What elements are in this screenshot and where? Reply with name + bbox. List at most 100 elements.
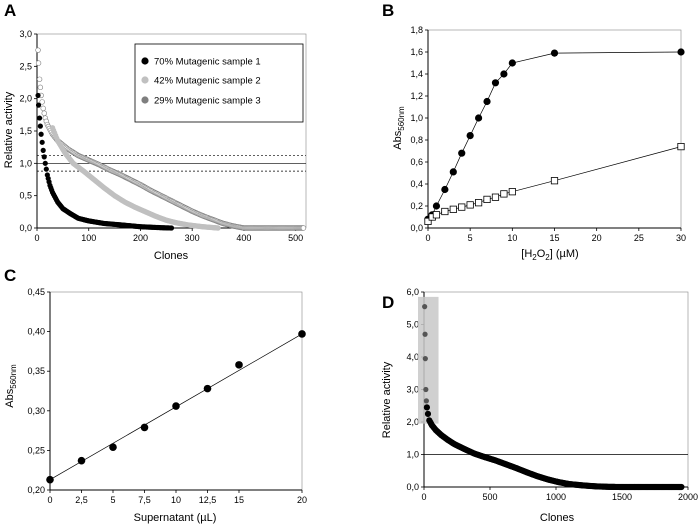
panel-d-chart: Relative activity Clones 0 500 1000 1500 200… — [381, 287, 698, 524]
panel-a-chart: Relative activity Clones 0 100 200 300 400 50… — [3, 29, 307, 262]
panel-c-y-tick-label: 0,25 — [27, 445, 45, 455]
panel-a-y-tick-label: 3,0 — [19, 29, 32, 39]
panel-a-sample-3-point — [36, 76, 43, 82]
panel-b-series-2-point — [458, 203, 466, 211]
panel-c-x-tick-label: 0 — [47, 495, 52, 505]
panel-a-y-tick-label: 2,5 — [19, 61, 32, 71]
panel-b-plot-frame — [427, 29, 682, 229]
panel-b-series-1-point — [508, 59, 516, 67]
panel-a-sample-1-point — [42, 160, 48, 166]
panel-b-chart: Abs560nm [H2O2] (µM) 0 5 10 15 20 25 30 0,0 0,2 0… — [392, 25, 686, 262]
panel-b-x-tick-label: 10 — [507, 233, 517, 243]
panel-d-plot-frame — [423, 291, 689, 488]
panel-a-sample-1-point — [41, 154, 47, 160]
panel-b-series-2-point — [424, 217, 432, 225]
panel-a-sample-1-point — [35, 92, 41, 99]
panel-c-point — [46, 475, 54, 484]
panel-a-sample-1-point — [168, 225, 175, 231]
panel-d-point — [678, 483, 685, 491]
panel-a-y-tick-label: 1,5 — [19, 126, 32, 136]
panel-c-point — [298, 330, 306, 338]
panel-b-y-tick-label: 1,8 — [410, 25, 423, 35]
panel-b-series-1-point — [491, 79, 500, 87]
panel-b-x-tick-label: 30 — [676, 233, 686, 243]
panel-a-x-tick-label: 300 — [185, 233, 200, 243]
panel-a-sample-3-point — [35, 60, 42, 66]
panel-b-series-1-point — [432, 202, 441, 210]
panel-b-y-tick-label: 0,0 — [410, 223, 423, 233]
panel-d-x-tick-label: 2000 — [678, 492, 698, 502]
panel-a-y-tick-label: 0,0 — [19, 223, 32, 233]
panel-c-x-tick-label: 2,5 — [75, 495, 88, 505]
panel-a-sample-2-point — [215, 225, 221, 231]
panel-d-x-label: Clones — [540, 512, 575, 524]
panel-b-series-1-point — [449, 168, 457, 176]
panel-b-y-tick-label: 1,2 — [410, 91, 423, 101]
panel-b-series-2-point — [550, 177, 559, 185]
panel-b-y-tick-label: 0,4 — [410, 179, 423, 189]
panel-a-sample-1-point — [43, 166, 49, 172]
legend-label-sample-2: 42% Mutagenic sample 2 — [154, 76, 261, 87]
panel-a-x-tick-label: 500 — [288, 233, 303, 243]
panel-d-y-tick-label: 1,0 — [406, 450, 419, 460]
panel-c-x-tick-label: 12,5 — [199, 495, 217, 505]
panel-a-sample-1-point — [37, 123, 43, 129]
panel-a-sample-1-point — [36, 115, 43, 121]
panel-d-y-tick-label: 0,0 — [406, 482, 419, 492]
panel-b-x-tick-label: 5 — [468, 233, 473, 243]
panel-d-y-tick-label: 4,0 — [406, 352, 419, 362]
legend-label-sample-3: 29% Mutagenic sample 3 — [154, 96, 261, 107]
panel-c-y-tick-label: 0,45 — [27, 287, 45, 297]
panel-b-series-2-point — [491, 193, 500, 201]
legend-marker-sample-2 — [141, 76, 149, 84]
panel-c-y-tick-label: 0,20 — [27, 485, 45, 495]
panel-d-point — [423, 404, 431, 411]
panel-a-sample-3-point — [300, 225, 307, 231]
panel-b-y-tick-label: 0,2 — [410, 201, 423, 211]
panel-a-y-tick-label: 1,0 — [19, 158, 32, 168]
panel-b-series-1-point — [441, 185, 449, 194]
panel-b-x-tick-label: 15 — [549, 233, 559, 243]
panel-d-x-tick-label: 1500 — [612, 492, 632, 502]
panel-b-series-2-point — [508, 188, 516, 196]
panel-d-top-point — [423, 386, 429, 393]
panel-b-series-1-point — [500, 70, 508, 78]
panel-b-series-1-point — [466, 132, 474, 140]
panel-a-x-tick-label: 400 — [236, 233, 251, 243]
panel-d-top-point — [422, 331, 428, 337]
panel-c-y-tick-label: 0,35 — [27, 366, 45, 376]
panel-a-y-tick-label: 0,5 — [19, 191, 32, 201]
panel-a-x-tick-label: 100 — [81, 233, 96, 243]
panel-a-legend: 70% Mutagenic sample 1 42% Mutagenic sam… — [134, 43, 304, 123]
panel-d-y-tick-label: 6,0 — [406, 287, 419, 297]
panel-b-series-1-point — [475, 114, 483, 122]
panel-a-sample-1-point — [38, 131, 44, 137]
panel-d-top-point — [422, 356, 428, 362]
panel-d-x-tick-label: 1000 — [546, 492, 566, 502]
legend-label-sample-1: 70% Mutagenic sample 1 — [154, 57, 261, 68]
panel-b-series-1-point — [677, 48, 685, 56]
panel-c-plot-frame — [49, 291, 303, 491]
panel-b-series-2-point — [500, 190, 508, 198]
panel-d-x-tick-label: 500 — [482, 492, 497, 502]
panel-b-series-2-point — [466, 201, 474, 209]
panel-d-y-tick-label: 2,0 — [406, 417, 419, 427]
panel-c-y-tick-label: 0,40 — [27, 327, 45, 337]
panel-c-x-tick-label: 10 — [171, 495, 181, 505]
panel-b-series-2-point — [483, 195, 491, 203]
panel-d-top-point — [422, 304, 428, 310]
panel-b-series-2-point — [474, 199, 483, 207]
panel-b-series-2-point — [441, 207, 449, 216]
panel-a-sample-3-point — [41, 110, 47, 116]
panel-d-y-label: Relative activity — [381, 361, 393, 438]
panel-b-series-2-point — [449, 205, 457, 213]
panel-c-x-tick-label: 7,5 — [138, 495, 151, 505]
panel-c-point — [203, 384, 212, 393]
panel-b-series-1-point — [458, 149, 466, 157]
panel-a-sample-1-point — [35, 102, 42, 108]
panel-b-y-label: Abs560nm — [392, 106, 406, 150]
panel-b-y-tick-label: 1,0 — [410, 113, 423, 123]
panel-b-x-tick-label: 0 — [425, 233, 430, 243]
legend-marker-sample-3 — [141, 96, 149, 104]
